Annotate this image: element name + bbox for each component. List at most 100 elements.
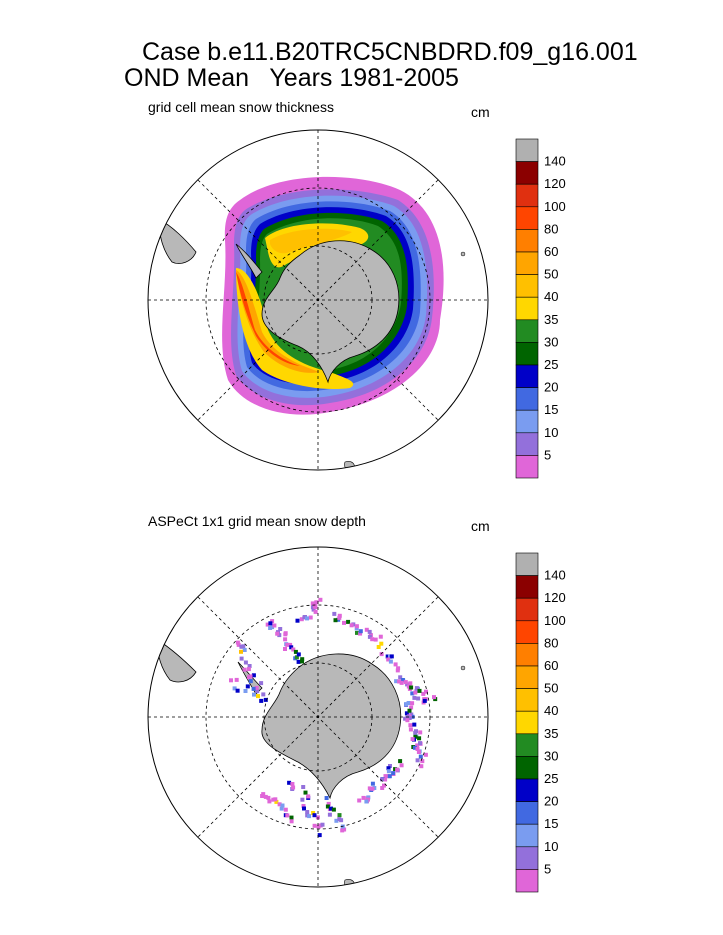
obs-point-123	[409, 705, 414, 710]
obs-point-101	[403, 680, 408, 685]
obs-point-36	[288, 642, 293, 647]
obs-point-93	[396, 666, 401, 671]
obs-point-161	[419, 764, 424, 769]
obs-point-103	[406, 684, 411, 689]
obs-point-39	[289, 645, 294, 650]
cb1-swatch-8	[515, 274, 539, 298]
obs-point-61	[318, 597, 323, 602]
obs-point-40	[291, 647, 296, 652]
obs-point-119	[422, 698, 427, 703]
obs-point-62	[332, 611, 337, 616]
cb2-swatch-3	[515, 801, 539, 825]
obs-point-135	[407, 716, 412, 720]
obs-point-112	[416, 696, 421, 701]
obs-point-89	[386, 657, 391, 662]
p1-island-kerguelen	[460, 251, 466, 257]
obs-point-220	[311, 811, 316, 815]
obs-point-115	[424, 689, 428, 694]
obs-point-168	[386, 766, 391, 771]
obs-point-73	[355, 630, 359, 635]
cb2-label-80: 80	[544, 635, 558, 650]
cb1-label-25: 25	[544, 357, 558, 372]
obs-point-12	[251, 673, 256, 678]
obs-point-0	[235, 640, 240, 645]
obs-point-216	[306, 794, 311, 799]
obs-point-91	[395, 668, 400, 673]
cb2-swatch-4	[515, 778, 539, 802]
cb1-label-20: 20	[544, 380, 558, 395]
obs-point-46	[300, 657, 305, 662]
cb1-swatch-13	[515, 161, 539, 185]
obs-point-41	[293, 649, 298, 654]
obs-point-229	[317, 833, 322, 838]
cb2-label-35: 35	[544, 726, 558, 741]
obs-point-205	[289, 815, 294, 820]
obs-point-84	[376, 645, 381, 649]
obs-point-57	[310, 601, 315, 606]
obs-point-240	[339, 818, 344, 823]
panel2-units: cm	[471, 518, 490, 534]
obs-point-249	[245, 684, 250, 689]
obs-point-222	[307, 814, 312, 819]
obs-point-6	[239, 656, 244, 661]
obs-point-55	[313, 609, 318, 614]
obs-point-54	[311, 607, 316, 612]
obs-point-5	[239, 649, 243, 654]
obs-point-121	[432, 695, 436, 700]
obs-point-7	[243, 660, 248, 665]
obs-point-100	[399, 680, 404, 685]
cb2-label-40: 40	[544, 703, 558, 718]
obs-point-224	[312, 813, 317, 818]
obs-point-26	[268, 621, 273, 626]
obs-point-157	[415, 758, 420, 763]
cb2-label-120: 120	[544, 590, 566, 605]
cb2-label-5: 5	[544, 861, 551, 876]
obs-point-75	[364, 627, 369, 632]
obs-point-200	[279, 806, 284, 811]
obs-point-145	[418, 730, 423, 735]
obs-point-60	[312, 603, 317, 608]
cb2-label-140: 140	[544, 568, 566, 583]
cb2-swatch-2	[515, 823, 539, 848]
obs-point-136	[405, 718, 410, 723]
obs-point-72	[354, 624, 359, 629]
cb2-swatch-0	[515, 869, 539, 893]
obs-point-10	[246, 667, 251, 672]
panel1-map	[159, 176, 466, 470]
p1-weddell-orange	[270, 228, 352, 254]
obs-point-102	[408, 681, 413, 686]
obs-point-137	[408, 723, 413, 728]
cb1-swatch-14	[515, 138, 539, 162]
obs-point-44	[296, 659, 301, 664]
obs-point-231	[326, 801, 331, 806]
panel1-map-frame	[147, 129, 489, 471]
cb1-label-30: 30	[544, 334, 558, 349]
obs-point-194	[263, 794, 268, 799]
obs-point-155	[415, 747, 420, 751]
obs-point-126	[410, 701, 415, 706]
cb1-label-5: 5	[544, 447, 551, 462]
obs-point-70	[349, 623, 354, 628]
cb2-swatch-14	[515, 552, 539, 576]
obs-point-150	[415, 743, 420, 748]
obs-point-3	[241, 644, 246, 649]
chart-title-line1: Case b.e11.B20TRC5CNBDRD.f09_g16.001	[142, 38, 638, 66]
obs-point-66	[337, 615, 342, 620]
panel1-colorbar: 5 10 15 20 25 30 35 40 50 60 80 100 120 140	[515, 138, 566, 479]
obs-point-179	[380, 786, 385, 790]
cb1-label-140: 140	[544, 154, 566, 169]
obs-point-128	[404, 711, 409, 716]
obs-point-143	[413, 734, 418, 739]
obs-point-195	[267, 799, 272, 804]
obs-point-14	[248, 679, 253, 684]
panel2-colorbar: 5 10 15 20 25 30 35 40 50 60 80 100 120 140	[515, 552, 566, 893]
cb2-swatch-8	[515, 688, 539, 712]
cb2-swatch-1	[515, 846, 539, 870]
obs-point-53	[305, 616, 309, 621]
obs-point-45	[296, 652, 301, 657]
obs-point-139	[412, 722, 417, 727]
obs-point-163	[399, 763, 404, 768]
obs-point-114	[417, 688, 422, 693]
obs-point-173	[387, 774, 392, 779]
panel2-map-frame	[147, 546, 489, 888]
